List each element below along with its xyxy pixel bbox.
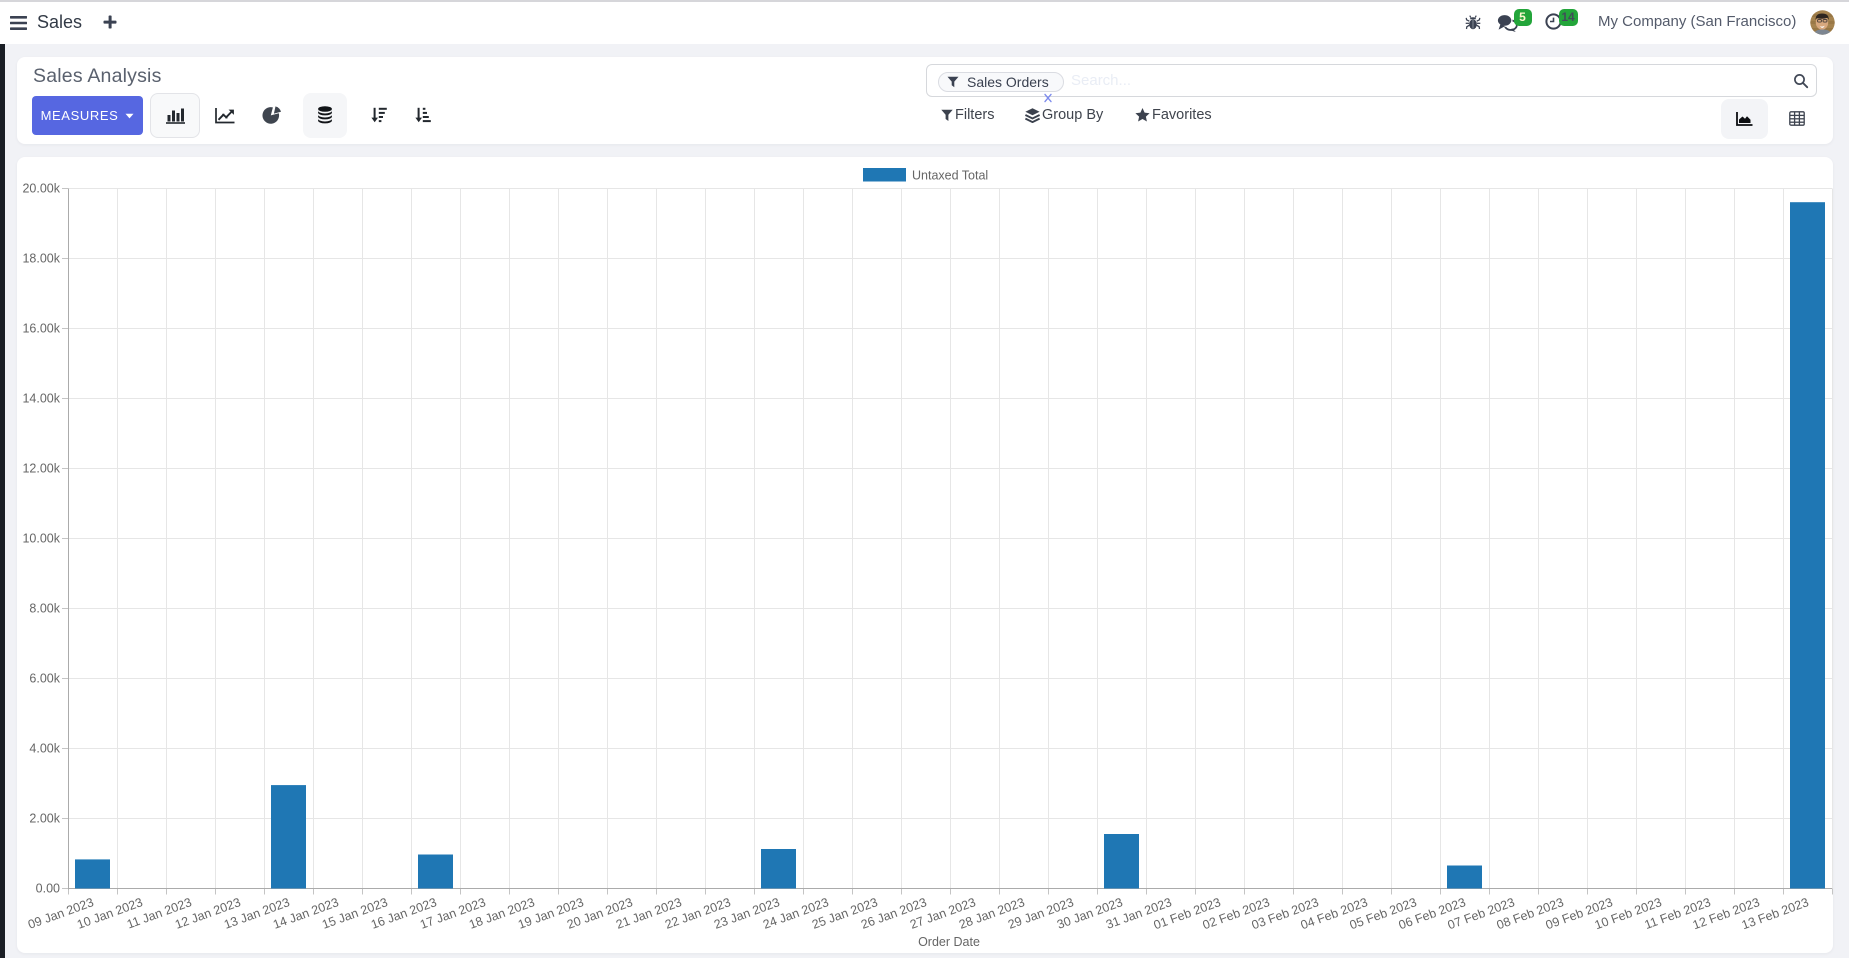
svg-text:10.00k: 10.00k [22,532,60,546]
svg-text:4.00k: 4.00k [29,742,60,756]
svg-text:12.00k: 12.00k [22,462,60,476]
svg-text:6.00k: 6.00k [29,672,60,686]
svg-text:18.00k: 18.00k [22,252,60,266]
svg-text:8.00k: 8.00k [29,602,60,616]
svg-text:14.00k: 14.00k [22,392,60,406]
svg-text:Untaxed Total: Untaxed Total [912,169,988,183]
svg-text:Order Date: Order Date [918,935,980,949]
svg-text:2.00k: 2.00k [29,812,60,826]
svg-text:16.00k: 16.00k [22,322,60,336]
svg-text:0.00: 0.00 [36,882,60,896]
svg-text:20.00k: 20.00k [22,182,60,196]
